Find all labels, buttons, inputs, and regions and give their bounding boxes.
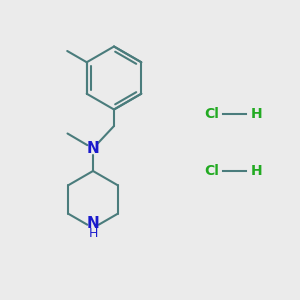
Text: H: H bbox=[250, 107, 262, 121]
Text: Cl: Cl bbox=[204, 107, 219, 121]
Text: H: H bbox=[88, 227, 98, 240]
Text: N: N bbox=[87, 216, 99, 231]
Text: N: N bbox=[87, 141, 99, 156]
Text: H: H bbox=[250, 164, 262, 178]
Text: Cl: Cl bbox=[204, 164, 219, 178]
